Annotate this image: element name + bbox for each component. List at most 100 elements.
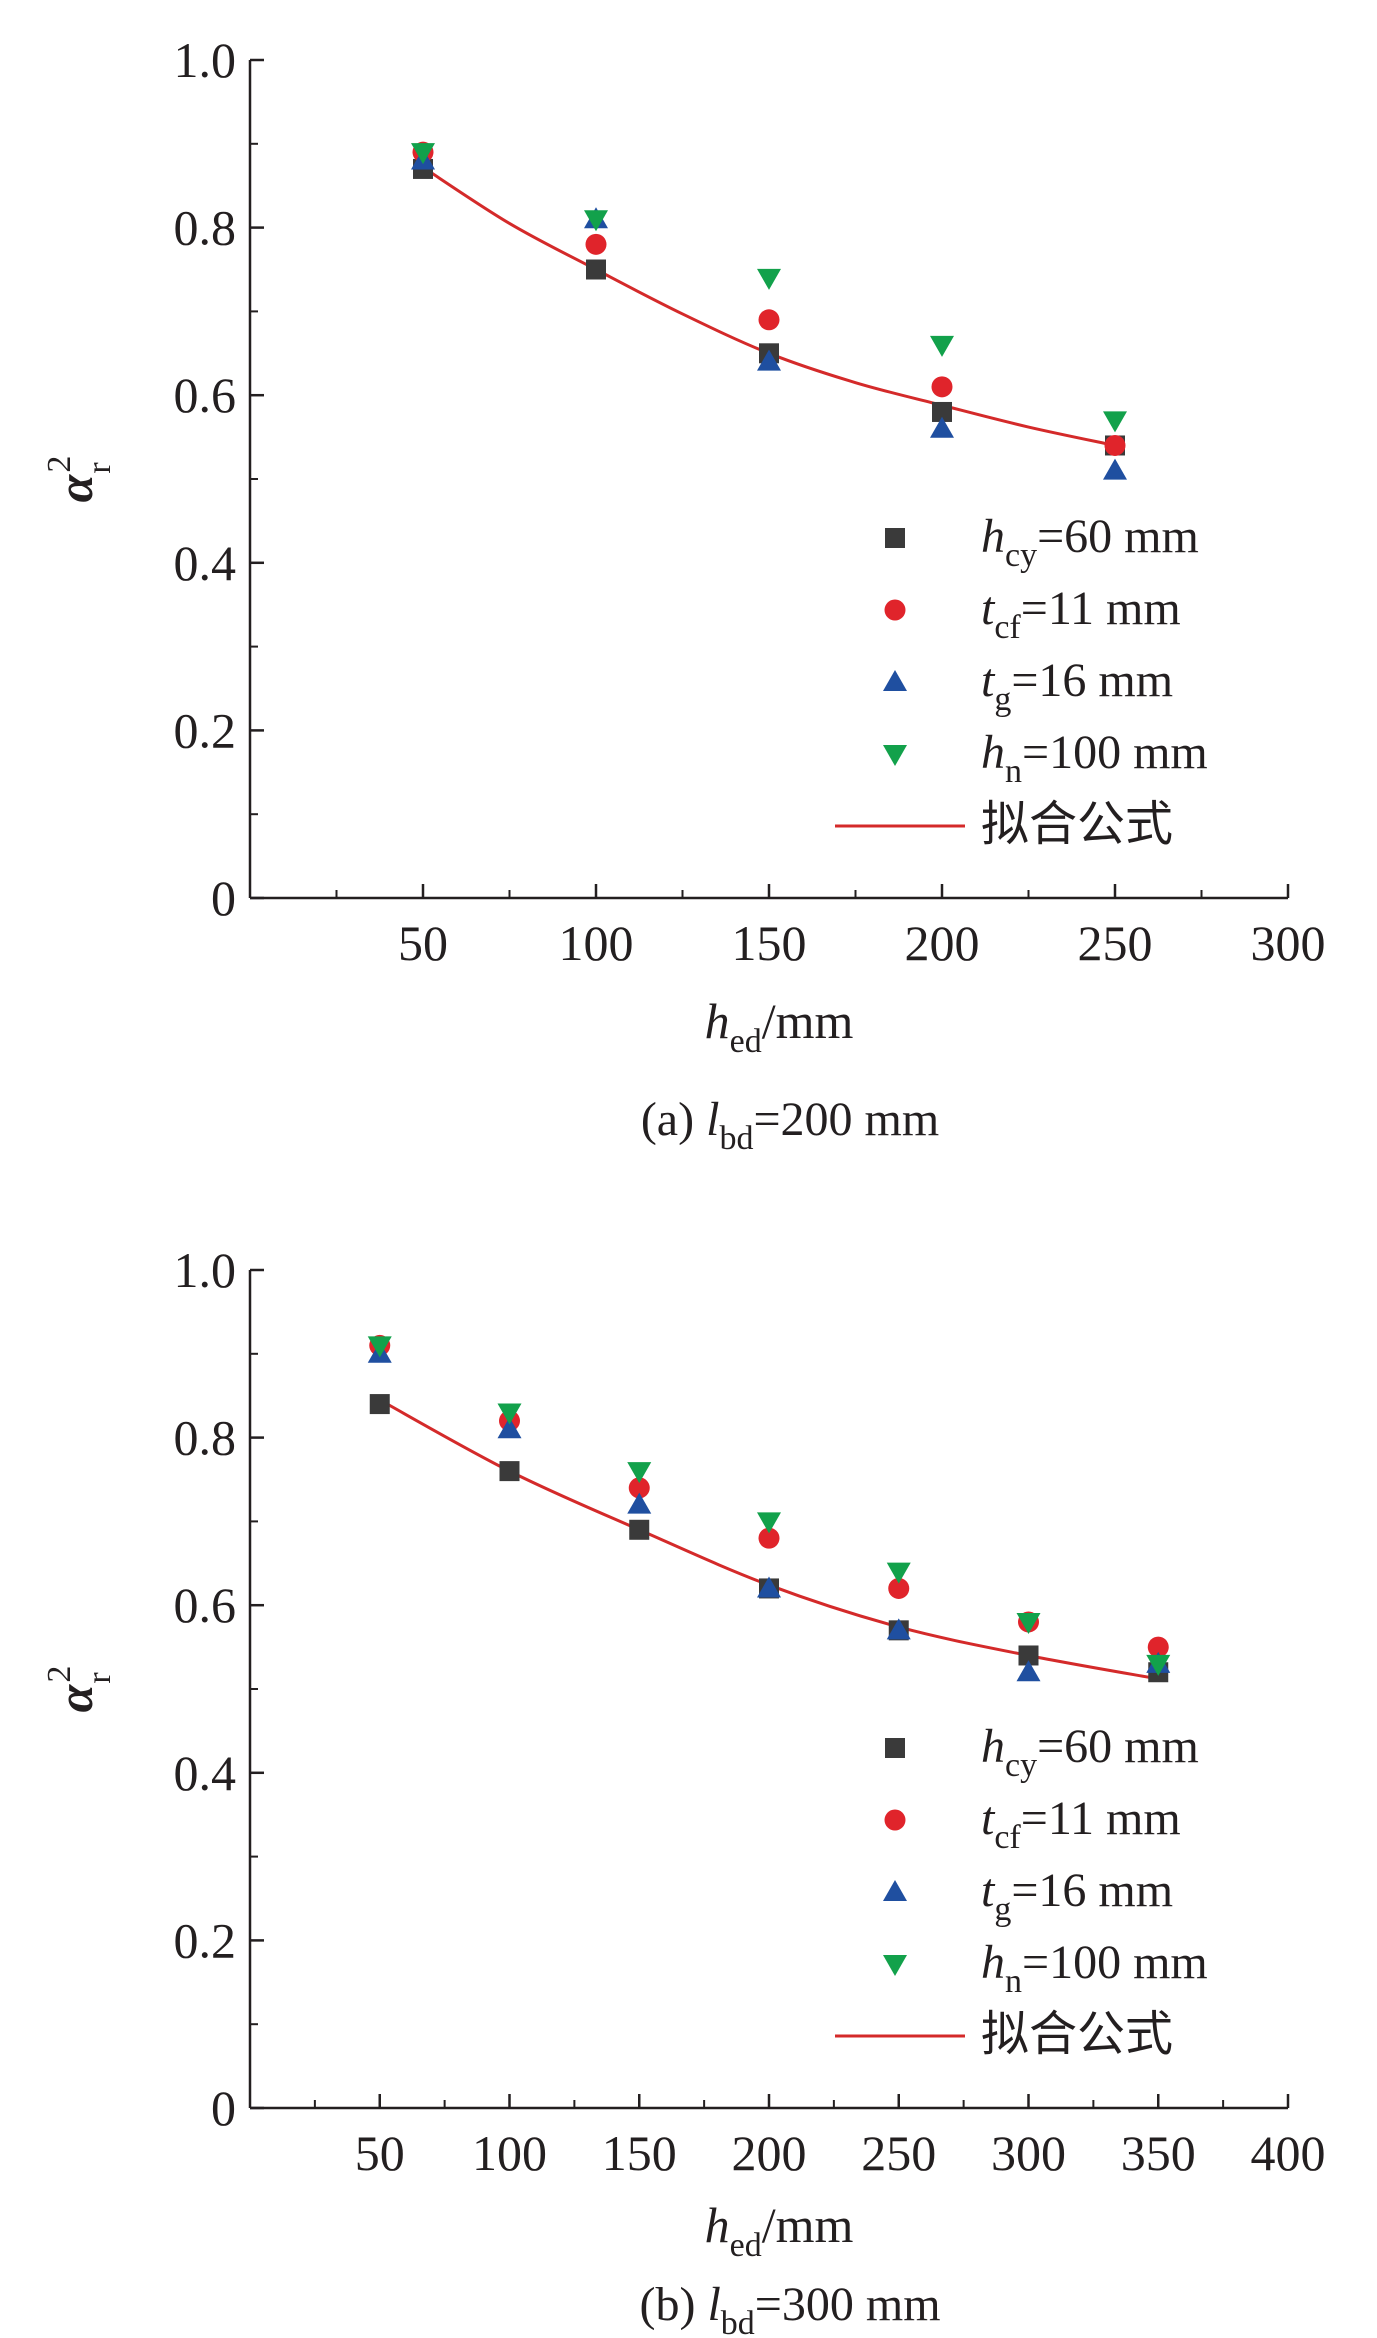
caption: (b) lbd=300 mm — [639, 2278, 940, 2338]
caption-var: l — [707, 2278, 720, 2331]
data-point — [931, 376, 953, 398]
legend-var: t — [981, 654, 996, 707]
legend-rest: =100 mm — [1022, 726, 1208, 779]
data-point — [499, 1461, 520, 1482]
legend-sub: cf — [994, 1819, 1021, 1856]
y-tick-label: 0.4 — [174, 535, 237, 591]
data-point — [1016, 1660, 1041, 1682]
legend-rest: =16 mm — [1011, 654, 1173, 707]
legend-var: h — [981, 1936, 1005, 1989]
caption-sub: bd — [719, 1120, 753, 1157]
legend-sub: n — [1005, 753, 1022, 790]
data-point — [930, 335, 954, 357]
legend-label: hcy=60 mm — [981, 1720, 1199, 1784]
legend-var: h — [981, 510, 1005, 563]
legend-marker — [885, 1738, 905, 1758]
legend-label: hn=100 mm — [981, 726, 1208, 790]
data-point — [586, 259, 606, 280]
data-point — [497, 1403, 522, 1425]
legend-var: t — [981, 1864, 996, 1917]
chart-a: 00.20.40.60.81.050 100 150 200 250 300hed/mmα… — [41, 32, 1326, 1157]
legend-label: tg=16 mm — [981, 654, 1173, 718]
x-tick-label: 100 — [472, 2125, 547, 2181]
y-label-sup: 2 — [41, 1666, 78, 1683]
x-tick-label: 100 — [559, 915, 634, 971]
legend-var: t — [981, 1792, 996, 1845]
y-axis-label: α2r — [41, 456, 118, 503]
x-tick-label: 200 — [905, 915, 980, 971]
data-point — [758, 1527, 780, 1549]
y-label-sub: r — [81, 462, 118, 474]
data-point — [628, 1477, 650, 1499]
x-label-var: h — [705, 993, 730, 1049]
legend-var: h — [981, 726, 1005, 779]
series-h-cy — [413, 158, 1125, 456]
data-point — [1016, 1612, 1041, 1634]
legend-sub: cy — [1005, 537, 1037, 574]
x-tick-label: 150 — [602, 2125, 677, 2181]
legend-fit-label: 拟合公式 — [981, 2008, 1173, 2061]
data-point — [627, 1492, 652, 1514]
data-point — [1018, 1645, 1039, 1666]
legend-label: hn=100 mm — [981, 1936, 1208, 2000]
data-point — [369, 1394, 390, 1415]
caption-prefix: (a) — [641, 1093, 706, 1146]
y-tick-label: 0.4 — [174, 1745, 237, 1801]
legend-sub: g — [994, 681, 1011, 718]
chart-b: 0 0.2 0.4 0.6 0.8 1.0 50 100 150 200 250 300 350 400 h… — [41, 1242, 1326, 2338]
y-tick-label: 0.2 — [174, 702, 237, 758]
legend-rest: =60 mm — [1037, 510, 1199, 563]
legend-rest: =11 mm — [1021, 582, 1181, 635]
legend-sub: n — [1005, 1963, 1022, 2000]
fit-curve — [422, 166, 1116, 447]
caption: (a) lbd=200 mm — [641, 1093, 939, 1157]
x-tick-label: 200 — [732, 2125, 807, 2181]
legend-label: tcf=11 mm — [981, 582, 1181, 646]
legend-rest: =100 mm — [1022, 1936, 1208, 1989]
data-point — [585, 233, 607, 255]
data-point — [932, 401, 952, 422]
data-point — [757, 268, 781, 290]
data-point — [758, 309, 780, 331]
y-tick-label: 0.6 — [174, 1577, 237, 1633]
legend-fit-label: 拟合公式 — [981, 798, 1173, 851]
legend-marker — [884, 1809, 906, 1831]
legend-label: hcy=60 mm — [981, 510, 1199, 574]
x-label-unit: /mm — [762, 993, 854, 1049]
legend-sub: g — [994, 1891, 1011, 1928]
data-point — [367, 1336, 392, 1358]
legend-label: tcf=11 mm — [981, 1792, 1181, 1856]
x-tick-label: 300 — [1251, 915, 1326, 971]
data-point — [411, 143, 435, 165]
x-tick-label: 300 — [991, 2125, 1066, 2181]
y-tick-label: 0 — [211, 870, 236, 926]
y-tick-label: 1.0 — [174, 32, 237, 88]
data-point — [1103, 411, 1127, 433]
x-tick-label: 350 — [1121, 2125, 1196, 2181]
data-point — [888, 1577, 910, 1599]
x-label-sub: ed — [730, 2227, 762, 2264]
data-point — [629, 1519, 650, 1540]
data-point — [1147, 1636, 1169, 1658]
caption-prefix: (b) — [639, 2278, 707, 2331]
legend-sub: cy — [1005, 1747, 1037, 1784]
caption-sub: bd — [721, 2305, 755, 2338]
series-t-cf — [369, 1334, 1169, 1658]
series-h-n — [367, 1336, 1171, 1676]
data-point — [930, 416, 954, 438]
legend-marker — [883, 1880, 907, 1901]
data-point — [886, 1562, 911, 1584]
y-label-var: α — [47, 1683, 103, 1712]
legend-marker — [883, 745, 907, 766]
data-point — [1104, 434, 1126, 456]
data-point — [757, 1576, 781, 1598]
x-tick-label: 250 — [1078, 915, 1153, 971]
data-point — [1146, 1654, 1171, 1676]
y-tick-label: 0.6 — [174, 367, 237, 423]
y-tick-label: 0.8 — [174, 200, 237, 256]
data-point — [757, 1512, 781, 1534]
x-label-var: h — [705, 2197, 730, 2253]
